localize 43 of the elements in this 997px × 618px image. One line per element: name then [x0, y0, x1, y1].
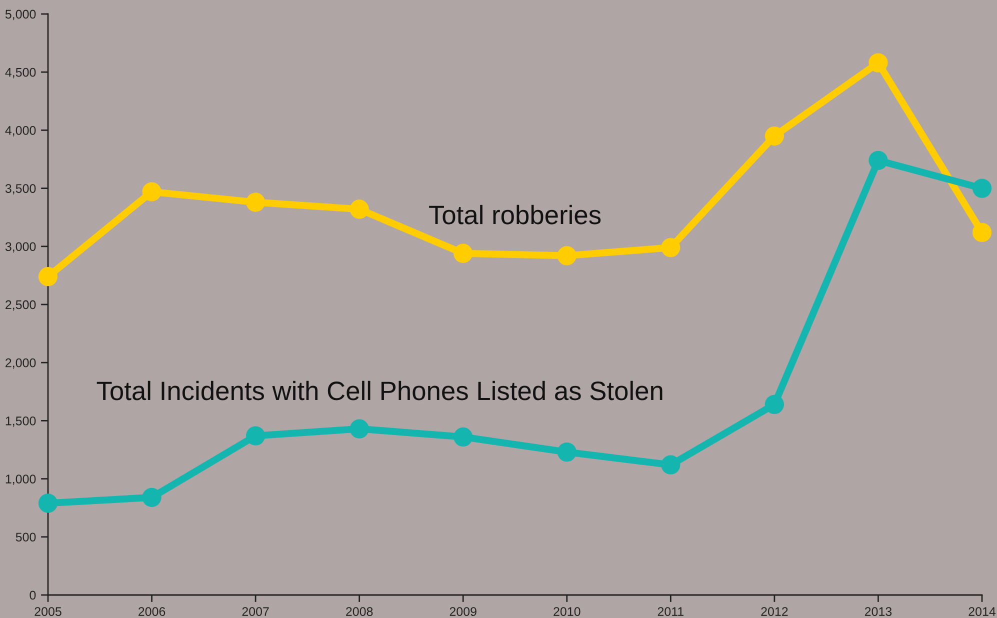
point	[350, 200, 369, 219]
point	[661, 238, 680, 258]
y-tick-label: 0	[30, 590, 36, 600]
x-tick-label: 2013	[864, 607, 892, 616]
series-label: Total robberies	[429, 204, 601, 224]
point	[557, 442, 576, 462]
y-tick-label: 1,500	[6, 416, 36, 427]
x-tick-label: 2005	[34, 607, 62, 616]
y-tick-label: 1,000	[6, 474, 36, 485]
point	[454, 244, 473, 263]
y-tick-label: 3,000	[5, 242, 36, 253]
y-tick-label: 500	[16, 532, 36, 542]
point	[557, 246, 576, 266]
y-tick-label: 4,000	[5, 126, 36, 136]
x-tick-label: 2010	[554, 607, 580, 616]
point	[142, 182, 162, 202]
point	[868, 150, 888, 170]
y-tick-label: 4,500	[5, 68, 36, 78]
y-tick-label: 3,500	[5, 184, 36, 194]
point	[142, 488, 162, 507]
x-tick-label: 2014	[968, 607, 996, 616]
x-tick-label: 2012	[761, 607, 788, 616]
point	[764, 394, 784, 414]
point	[972, 178, 992, 198]
x-tick-label: 2008	[346, 607, 373, 616]
point	[764, 126, 784, 146]
point	[246, 192, 266, 212]
x-tick-label: 2007	[242, 607, 269, 616]
x-tick-label: 2009	[450, 607, 476, 616]
x-tick-label: 2006	[138, 607, 166, 616]
point	[38, 267, 58, 286]
series-label: Total Incidents with Cell Phones Listed as Stolen	[96, 380, 662, 400]
y-tick-label: 2,500	[6, 300, 36, 311]
y-tick-label: 2,000	[6, 358, 36, 369]
point	[661, 455, 680, 474]
point	[38, 494, 58, 513]
y-tick-label: 5,000	[5, 10, 36, 20]
point	[454, 427, 473, 447]
point	[972, 222, 992, 242]
x-tick-label: 2011	[658, 607, 684, 616]
point	[350, 419, 369, 438]
point	[246, 426, 266, 446]
point	[868, 53, 888, 72]
